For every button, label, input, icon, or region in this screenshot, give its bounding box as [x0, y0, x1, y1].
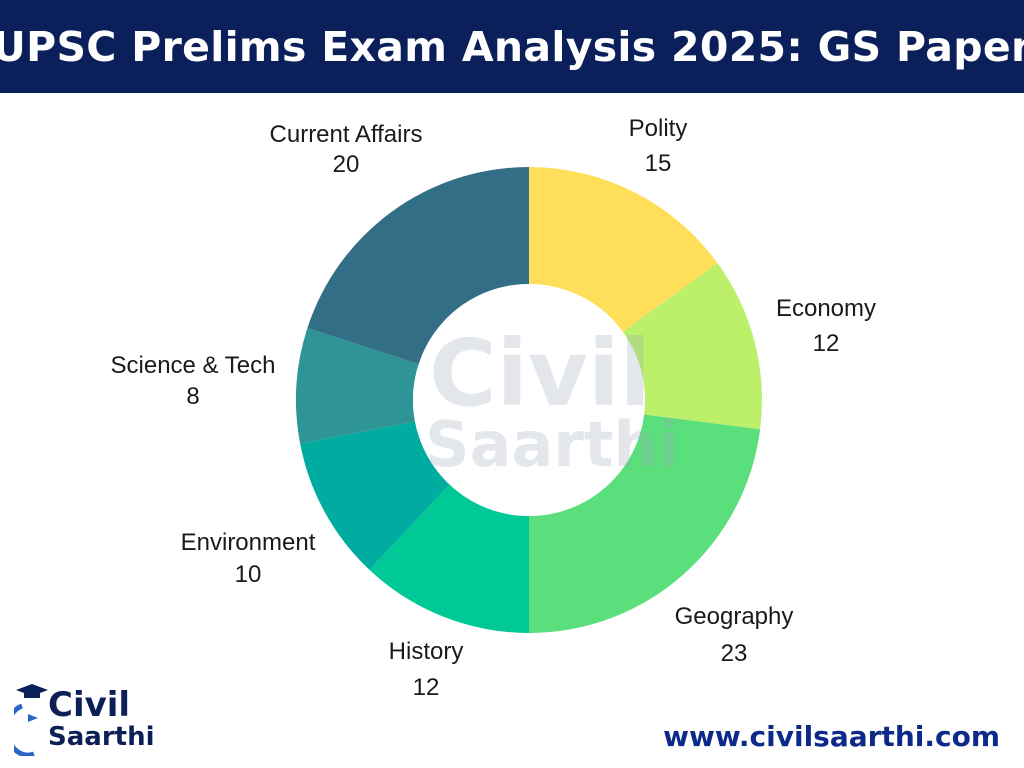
- logo-text-civil: Civil: [48, 685, 131, 725]
- slice-label: Economy: [776, 295, 876, 322]
- slice-economy: [622, 263, 762, 430]
- slice-label: Polity: [629, 115, 688, 142]
- header-banner: UPSC Prelims Exam Analysis 2025: GS Pape…: [0, 0, 1024, 93]
- slice-value-label: 10: [235, 561, 262, 588]
- slice-polity: [529, 167, 718, 332]
- slice-environment: [300, 421, 450, 570]
- civil-saarthi-logo: Civil Saarthi: [14, 672, 174, 762]
- watermark-text: Saarthi: [425, 408, 679, 481]
- slice-value-label: 12: [413, 674, 440, 701]
- slice-history: [369, 484, 529, 633]
- slice-value-label: 15: [645, 150, 672, 177]
- slice-value-label: 20: [333, 151, 360, 178]
- slice-value-label: 23: [721, 640, 748, 667]
- slice-label: History: [389, 638, 464, 665]
- slice-label: Geography: [675, 603, 794, 630]
- slice-value-label: 12: [813, 330, 840, 357]
- slice-label: Science & Tech: [111, 352, 276, 379]
- slice-science-tech: [295, 327, 419, 444]
- watermark-text: Civil: [429, 320, 651, 427]
- slice-value-label: 8: [186, 383, 199, 410]
- slice-label: Environment: [181, 529, 316, 556]
- donut-hole: [413, 284, 645, 516]
- logo-text-saarthi: Saarthi: [48, 722, 155, 752]
- slice-label: Current Affairs: [270, 121, 423, 148]
- slice-current-affairs: [307, 167, 529, 365]
- graduation-cap-icon: [14, 684, 48, 756]
- chart-labels: Polity 15 Economy 12 Geography 23 History 12 Env…: [111, 115, 877, 701]
- slice-geography: [529, 414, 761, 633]
- page-title: UPSC Prelims Exam Analysis 2025: GS Pape…: [0, 22, 1024, 71]
- website-link[interactable]: www.civilsaarthi.com: [663, 720, 1000, 753]
